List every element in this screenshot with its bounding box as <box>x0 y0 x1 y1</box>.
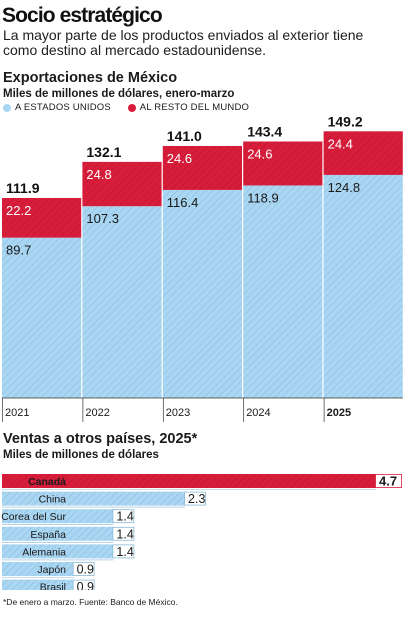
bar-rest-2021 <box>2 197 82 238</box>
hbar-category-label-canadá: Canadá <box>28 476 66 488</box>
exports-chart-title: Exportaciones de México <box>3 70 178 86</box>
hbar-value-label-alemania: 1.4 <box>116 545 133 559</box>
bar-rest-2022 <box>82 161 162 207</box>
hbar-alemania <box>2 544 114 559</box>
hbar-category-label-brasil: Brasil <box>40 582 66 590</box>
hbar-china <box>2 491 186 506</box>
bar-us-2022 <box>82 206 162 398</box>
hbar-corea-del-sur <box>2 509 114 524</box>
hbar-value-box-canadá <box>375 474 402 488</box>
hbar-value-box-españa <box>112 526 135 541</box>
label-rest-2021: 22.2 <box>6 203 31 218</box>
hbar-value-label-japón: 0.9 <box>77 563 94 577</box>
hbar-category-label-corea-del-sur: Corea del Sur <box>1 511 66 523</box>
label-total-2021: 111.9 <box>6 180 40 196</box>
other-countries-chart-title: Ventas a otros países, 2025* <box>3 431 198 447</box>
hbar-value-box-japón <box>72 562 95 576</box>
hbar-españa <box>2 526 114 541</box>
other-countries-chart-subtitle: Miles de millones de dólares <box>3 449 159 461</box>
hbar-canadá <box>2 474 376 488</box>
hbar-japón <box>2 562 74 576</box>
label-rest-2024: 24.6 <box>247 146 272 161</box>
bar-us-2025 <box>323 174 403 398</box>
legend-dot-us <box>3 104 11 112</box>
label-us-2021: 89.7 <box>6 243 31 258</box>
hbar-brasil <box>2 579 74 590</box>
label-rest-2023: 24.6 <box>167 151 192 166</box>
xtick-label-2023: 2023 <box>166 407 190 419</box>
label-total-2022: 132.1 <box>86 144 121 160</box>
hbar-value-label-brasil: 0.9 <box>77 580 94 590</box>
label-rest-2025: 24.4 <box>328 136 353 151</box>
label-total-2024: 143.4 <box>247 123 282 139</box>
legend-dot-rest <box>127 104 136 112</box>
label-us-2024: 118.9 <box>247 190 279 205</box>
label-us-2022: 107.3 <box>86 211 119 226</box>
headline: Socio estratégico <box>2 4 163 27</box>
legend-item-rest: AL RESTO DEL MUNDO <box>127 102 250 114</box>
label-us-2023: 116.4 <box>167 195 199 210</box>
label-us-2025: 124.8 <box>328 180 361 195</box>
bar-us-2024 <box>243 185 323 398</box>
hbar-value-label-china: 2.3 <box>188 492 205 506</box>
hbar-value-box-brasil <box>72 579 95 590</box>
footnote: *De enero a marzo. Fuente: Banco de Méxi… <box>3 597 178 607</box>
hbar-category-label-alemania: Alemania <box>22 546 66 558</box>
hbar-category-label-japón: Japón <box>37 564 66 576</box>
exports-legend: A ESTADOS UNIDOS AL RESTO DEL MUNDO <box>3 102 263 116</box>
bar-rest-2023 <box>162 145 242 190</box>
hbar-value-label-canadá: 4.7 <box>379 474 397 489</box>
hbar-value-label-corea-del-sur: 1.4 <box>116 510 133 524</box>
hbar-category-label-china: China <box>39 494 67 506</box>
legend-label-rest: AL RESTO DEL MUNDO <box>139 102 250 113</box>
hbar-category-label-españa: España <box>30 529 66 541</box>
hbar-value-box-alemania <box>112 544 135 559</box>
bar-rest-2024 <box>243 141 323 186</box>
label-total-2025: 149.2 <box>328 113 363 129</box>
exports-chart-subtitle: Miles de millones de dólares, enero-marz… <box>3 88 235 100</box>
hbar-value-label-españa: 1.4 <box>116 527 133 541</box>
subtitle: La mayor parte de los productos enviados… <box>3 27 364 58</box>
other-countries-bar-chart: Canadá 4.7 China 2.3 Corea del Sur 1.4 España 1… <box>1 474 402 590</box>
xtick-label-2024: 2024 <box>246 407 270 419</box>
bar-us-2021 <box>2 237 82 398</box>
label-rest-2022: 24.8 <box>86 167 111 182</box>
bar-us-2023 <box>162 189 242 398</box>
xtick-label-2021: 2021 <box>5 407 29 419</box>
hbar-value-box-china <box>184 491 206 506</box>
xtick-label-2022: 2022 <box>85 407 109 419</box>
label-total-2023: 141.0 <box>167 128 202 144</box>
bar-rest-2025 <box>323 131 403 175</box>
xtick-label-2025: 2025 <box>327 407 351 419</box>
legend-label-us: A ESTADOS UNIDOS <box>15 102 111 113</box>
hbar-value-box-corea-del-sur <box>112 509 135 524</box>
exports-stacked-bar-chart: 89.7 22.2 111.9 2021 107.3 24.8 132.1 2022 116.4… <box>2 113 403 422</box>
legend-item-us: A ESTADOS UNIDOS <box>3 102 111 114</box>
